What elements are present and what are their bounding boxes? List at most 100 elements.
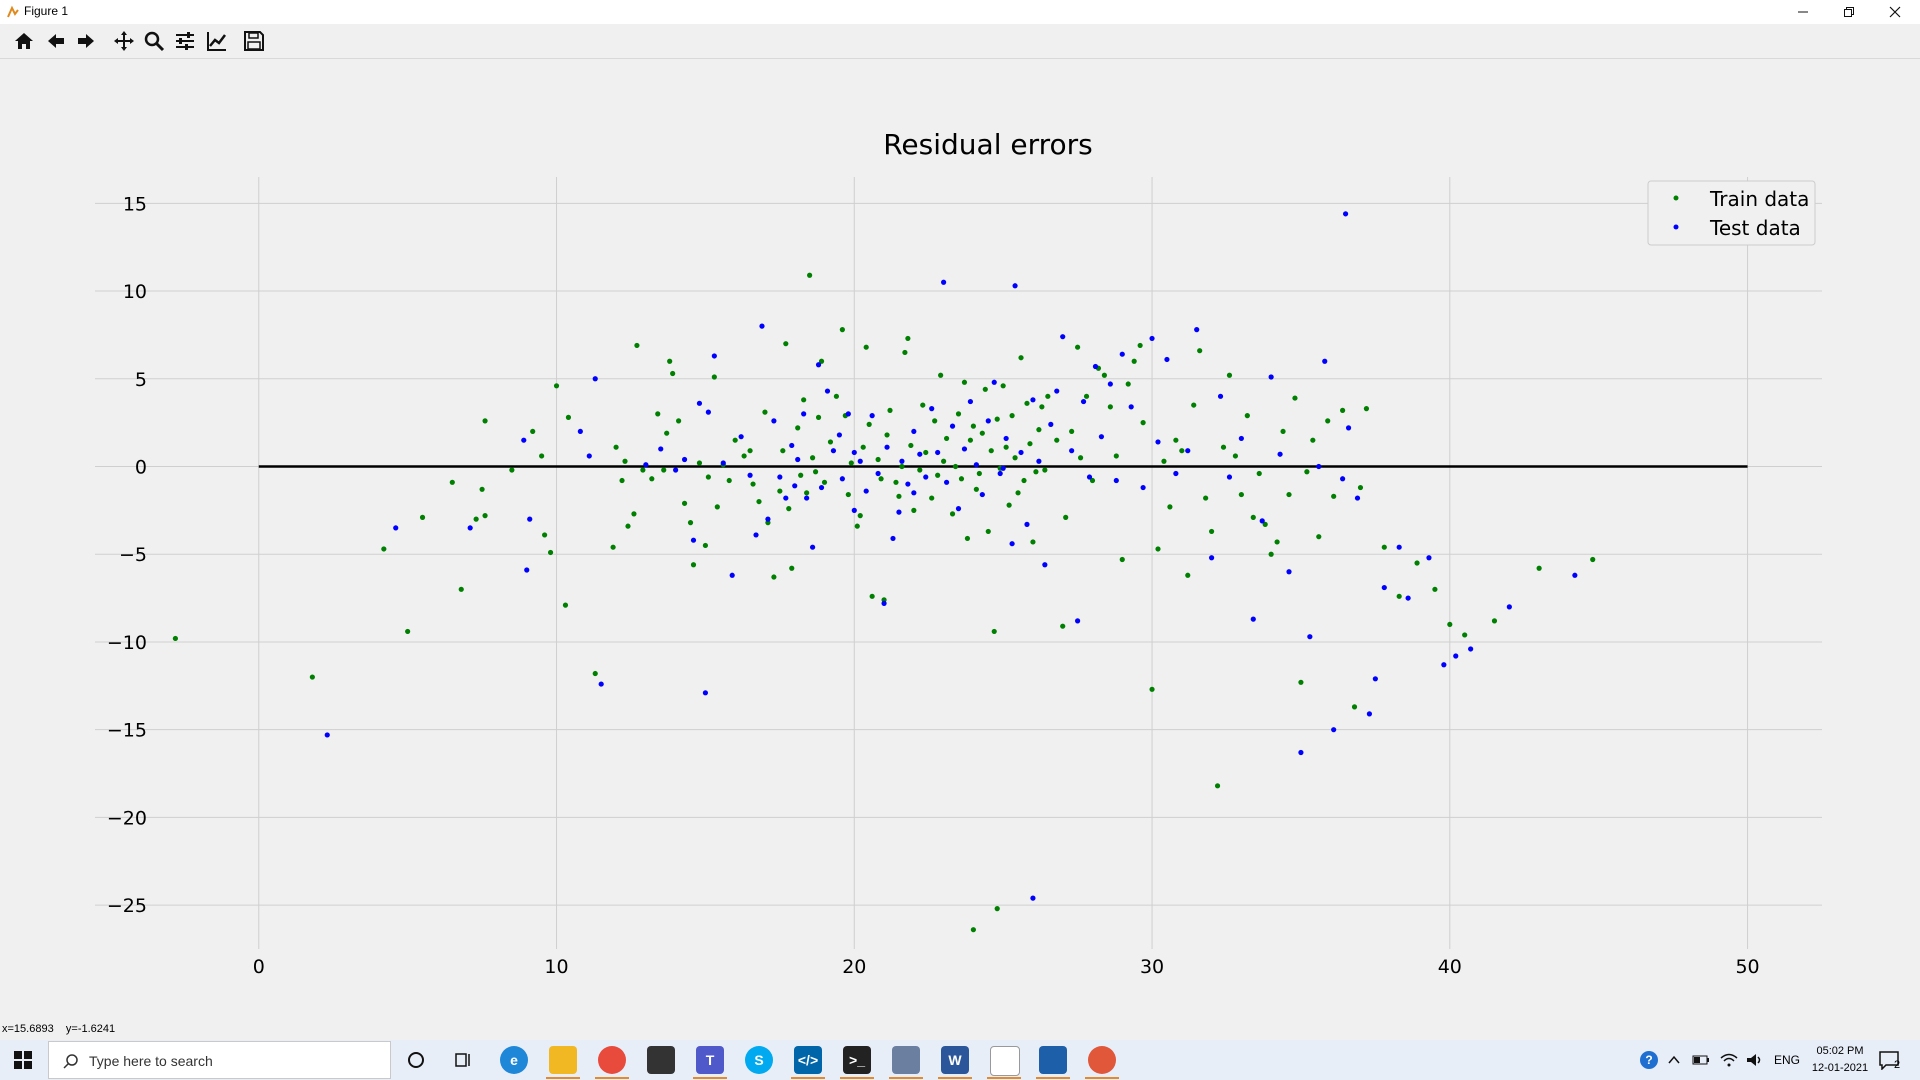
store-app[interactable] — [647, 1046, 675, 1074]
skype-app[interactable]: S — [745, 1046, 773, 1074]
figure-app[interactable] — [1088, 1046, 1116, 1074]
restore-button[interactable] — [1826, 0, 1872, 24]
window-title: Figure 1 — [24, 4, 69, 18]
train-point — [935, 472, 941, 478]
test-point — [1381, 584, 1387, 591]
train-point — [705, 474, 711, 480]
train-point — [619, 477, 625, 484]
volume-icon[interactable] — [1746, 1053, 1764, 1067]
test-point — [643, 462, 649, 468]
window-titlebar: Figure 1 — [0, 0, 1920, 24]
train-point — [783, 341, 789, 347]
photos-app[interactable] — [1039, 1046, 1067, 1074]
train-point — [938, 372, 944, 378]
edge-app[interactable]: e — [500, 1046, 528, 1074]
test-point — [777, 474, 783, 480]
save-button[interactable] — [240, 28, 268, 54]
blank-document-app[interactable] — [990, 1046, 1020, 1076]
train-point — [1462, 632, 1468, 638]
train-point — [1316, 534, 1322, 540]
home-button[interactable] — [10, 28, 38, 54]
test-point — [890, 535, 896, 542]
edit-axis-button[interactable] — [203, 28, 231, 54]
teams-app[interactable]: T — [696, 1046, 724, 1074]
vscode-app[interactable]: </> — [794, 1046, 822, 1074]
test-point — [765, 516, 771, 522]
zoom-button[interactable] — [140, 28, 168, 54]
test-point — [789, 442, 795, 449]
train-point — [1325, 418, 1331, 424]
train-point — [458, 586, 464, 592]
skype-icon: S — [754, 1052, 764, 1068]
train-point — [1018, 355, 1024, 361]
test-point — [896, 509, 902, 515]
save-icon — [244, 31, 264, 51]
word-app[interactable]: W — [941, 1046, 969, 1074]
train-point — [1033, 469, 1039, 475]
test-point — [985, 418, 991, 424]
forward-button[interactable] — [72, 28, 100, 54]
test-point — [911, 428, 917, 435]
train-point — [821, 479, 828, 485]
clock[interactable]: 05:02 PM 12-01-2021 — [1800, 1043, 1880, 1077]
train-point — [771, 574, 777, 580]
test-point — [1030, 895, 1036, 901]
test-point — [1268, 374, 1274, 380]
cortana-button[interactable] — [402, 1046, 430, 1074]
train-point — [949, 511, 956, 517]
train-point — [932, 418, 938, 424]
train-point — [961, 379, 968, 385]
test-point — [863, 488, 869, 494]
configure-subplots-button[interactable] — [171, 28, 199, 54]
test-point — [738, 434, 744, 440]
back-button[interactable] — [42, 28, 70, 54]
chrome-app[interactable] — [598, 1046, 626, 1074]
train-point — [1089, 477, 1096, 484]
train-point — [172, 635, 178, 642]
train-point — [1197, 348, 1203, 354]
home-icon — [15, 33, 33, 49]
test-point — [1024, 521, 1030, 527]
train-point — [1012, 455, 1018, 461]
close-button[interactable] — [1872, 0, 1918, 24]
edge-icon: e — [510, 1052, 518, 1068]
start-button[interactable] — [0, 1040, 46, 1080]
train-point — [857, 513, 863, 519]
language-indicator[interactable]: ENG — [1774, 1053, 1801, 1067]
action-center-button[interactable]: 2 — [1878, 1040, 1900, 1080]
train-point — [899, 463, 905, 470]
test-point — [1506, 604, 1512, 610]
test-point — [729, 572, 735, 578]
terminal-app[interactable]: >_ — [843, 1046, 871, 1074]
chevron-up-icon[interactable] — [1668, 1054, 1680, 1066]
train-point — [1226, 372, 1233, 378]
train-point — [634, 342, 640, 349]
notepad-app[interactable] — [892, 1046, 920, 1074]
train-point — [866, 421, 872, 427]
test-point — [809, 544, 816, 550]
pan-button[interactable] — [110, 28, 138, 54]
test-point — [1185, 448, 1191, 454]
test-point — [973, 462, 979, 468]
wifi-icon[interactable] — [1720, 1053, 1738, 1067]
blank-document-active-indicator — [987, 1077, 1021, 1079]
test-point — [759, 323, 765, 329]
test-point — [1453, 653, 1459, 659]
train-point — [547, 549, 554, 556]
train-point — [1304, 469, 1310, 475]
clock-date: 12-01-2021 — [1811, 1062, 1869, 1074]
train-point — [1131, 358, 1137, 364]
train-point — [1331, 493, 1337, 499]
y-tick-label: −5 — [119, 544, 147, 566]
train-point — [1268, 551, 1274, 557]
test-point — [1396, 544, 1402, 550]
help-icon[interactable]: ? — [1640, 1051, 1658, 1069]
file-explorer-app[interactable] — [549, 1046, 577, 1074]
train-point — [970, 423, 976, 429]
taskbar-search-box[interactable]: Type here to search — [48, 1041, 391, 1079]
test-point — [979, 491, 985, 498]
minimize-button[interactable] — [1780, 0, 1826, 24]
battery-icon[interactable] — [1692, 1054, 1710, 1066]
task-view-button[interactable] — [449, 1046, 477, 1074]
